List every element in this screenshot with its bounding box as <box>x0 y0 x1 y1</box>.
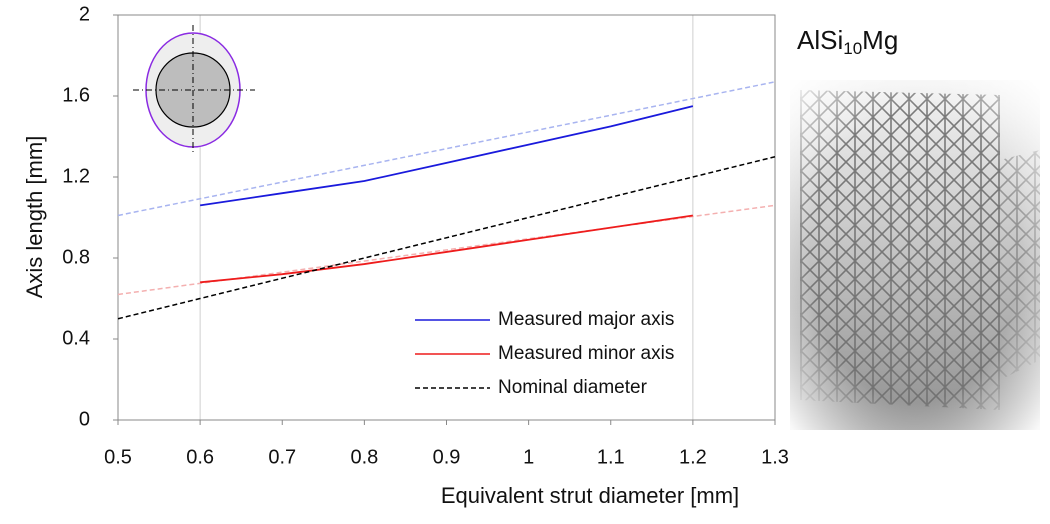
x-tick-label: 1.1 <box>597 446 625 468</box>
x-tick-label: 1 <box>523 446 534 468</box>
legend-label: Nominal diameter <box>498 377 648 398</box>
y-tick-label: 0.4 <box>62 327 90 349</box>
y-tick-label: 2 <box>79 3 90 25</box>
image-caption: AlSi10Mg <box>797 25 898 59</box>
x-tick-label: 0.9 <box>433 446 461 468</box>
y-axis-label: Axis length [mm] <box>22 136 47 299</box>
x-tick-label: 1.3 <box>761 446 789 468</box>
cross-section-icon <box>133 25 255 155</box>
x-tick-label: 0.8 <box>350 446 378 468</box>
x-tick-label: 1.2 <box>679 446 707 468</box>
x-tick-label: 0.7 <box>268 446 296 468</box>
y-tick-label: 0.8 <box>62 246 90 268</box>
series-line <box>199 105 694 207</box>
x-axis-label: Equivalent strut diameter [mm] <box>441 483 739 508</box>
y-tick-label: 0 <box>79 408 90 430</box>
legend-label: Measured minor axis <box>498 343 674 364</box>
photo <box>790 80 1040 430</box>
y-tick-label: 1.6 <box>62 84 90 106</box>
x-tick-label: 0.6 <box>186 446 214 468</box>
series-line <box>200 214 694 284</box>
legend-label: Measured major axis <box>498 309 674 330</box>
series-line <box>117 156 776 320</box>
x-tick-label: 0.5 <box>104 446 132 468</box>
y-tick-label: 1.2 <box>62 165 90 187</box>
